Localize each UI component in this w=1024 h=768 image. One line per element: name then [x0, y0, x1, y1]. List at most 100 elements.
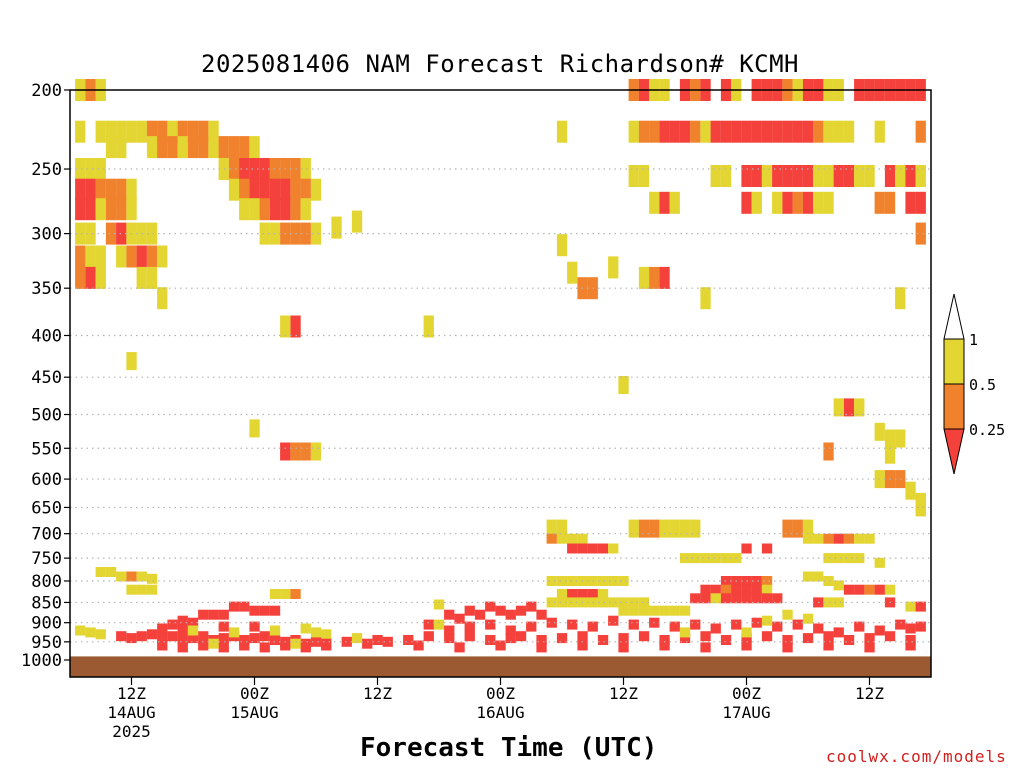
- heatmap-cell: [136, 266, 147, 289]
- heatmap-cell: [567, 619, 578, 630]
- heatmap-cell: [136, 120, 147, 143]
- heatmap-cell: [75, 158, 86, 180]
- colorbar-segment: [943, 383, 965, 430]
- heatmap-cell: [874, 557, 885, 568]
- ground-surface: [70, 656, 931, 677]
- heatmap-cell: [843, 553, 855, 564]
- heatmap-cell: [444, 625, 455, 636]
- heatmap-cell: [444, 609, 455, 620]
- heatmap-cell: [874, 625, 885, 636]
- y-tick-label: 400: [31, 326, 62, 346]
- heatmap-cell: [669, 605, 680, 616]
- heatmap-cell: [198, 609, 209, 620]
- heatmap-cell: [905, 640, 916, 651]
- heatmap-cell: [628, 120, 639, 143]
- heatmap-cell: [802, 613, 814, 624]
- heatmap-cell: [208, 120, 219, 143]
- heatmap-cell: [813, 191, 824, 214]
- heatmap-cell: [556, 576, 568, 586]
- heatmap-cell: [372, 635, 383, 645]
- heatmap-cell: [638, 120, 650, 143]
- heatmap-cell: [741, 165, 752, 187]
- heatmap-cell: [249, 621, 260, 632]
- heatmap-cells: [75, 79, 926, 653]
- heatmap-cell: [116, 571, 127, 582]
- heatmap-cell: [915, 191, 926, 214]
- heatmap-cell: [823, 120, 834, 143]
- heatmap-cell: [772, 191, 783, 214]
- heatmap-cell: [649, 605, 660, 616]
- heatmap-cell: [351, 210, 363, 233]
- heatmap-cell: [741, 633, 752, 644]
- heatmap-cell: [259, 605, 270, 616]
- heatmap-cell: [720, 165, 732, 187]
- heatmap-cell: [157, 120, 168, 143]
- heatmap-cell: [157, 633, 168, 644]
- heatmap-cell: [556, 519, 568, 538]
- heatmap-cell: [249, 136, 260, 159]
- colorbar-segment: [943, 338, 965, 385]
- heatmap-cell: [536, 609, 547, 620]
- heatmap-cell: [269, 625, 281, 636]
- heatmap-cell: [75, 178, 86, 201]
- heatmap-cell: [177, 136, 188, 159]
- heatmap-cell: [310, 627, 322, 638]
- heatmap-cell: [833, 398, 844, 417]
- heatmap-cell: [403, 635, 414, 645]
- heatmap-cell: [85, 198, 96, 221]
- heatmap-cell: [843, 398, 855, 417]
- heatmap-cell: [833, 120, 844, 143]
- heatmap-cell: [700, 553, 711, 564]
- heatmap-cell: [546, 519, 557, 538]
- heatmap-cell: [423, 315, 434, 338]
- heatmap-cell: [874, 422, 885, 441]
- heatmap-cell: [823, 553, 834, 564]
- heatmap-cell: [464, 631, 475, 642]
- heatmap-cell: [679, 633, 691, 644]
- heatmap-cell: [290, 638, 301, 649]
- heatmap-cell: [556, 533, 568, 544]
- heatmap-cell: [290, 589, 301, 599]
- heatmap-cell: [700, 120, 711, 143]
- heatmap-cell: [464, 621, 475, 632]
- heatmap-cell: [854, 621, 865, 632]
- x-tick-label: 00Z: [486, 684, 515, 703]
- heatmap-cell: [638, 266, 650, 289]
- x-tick-label: 14AUG: [107, 703, 155, 722]
- heatmap-cell: [259, 631, 270, 642]
- y-tick-label: 300: [31, 225, 62, 245]
- heatmap-cell: [802, 191, 814, 214]
- heatmap-cell: [495, 640, 506, 651]
- heatmap-cell: [362, 638, 373, 649]
- heatmap-cell: [146, 266, 158, 289]
- y-tick-label: 250: [31, 160, 62, 180]
- colorbar: 1 0.5 0.25: [943, 293, 1005, 475]
- heatmap-cell: [679, 519, 691, 538]
- heatmap-cell: [782, 519, 793, 538]
- heatmap-cell: [310, 178, 322, 201]
- heatmap-cell: [177, 642, 188, 653]
- heatmap-cell: [331, 216, 342, 239]
- heatmap-cell: [546, 617, 557, 628]
- heatmap-cell: [751, 165, 762, 187]
- heatmap-cell: [95, 567, 106, 577]
- y-tick-label: 1000: [21, 651, 62, 671]
- heatmap-cell: [700, 287, 711, 310]
- colorbar-label: 0.5: [969, 376, 996, 394]
- heatmap-cell: [187, 617, 199, 628]
- plot-frame: [69, 89, 932, 678]
- heatmap-cell: [423, 631, 434, 642]
- heatmap-cell: [772, 165, 783, 187]
- heatmap-cell: [700, 642, 711, 653]
- heatmap-cell: [720, 120, 732, 143]
- y-tick-label: 700: [31, 525, 62, 545]
- heatmap-cell: [710, 120, 721, 143]
- heatmap-cell: [95, 198, 106, 221]
- heatmap-cell: [290, 315, 301, 338]
- heatmap-cell: [239, 635, 250, 645]
- heatmap-cell: [382, 636, 393, 647]
- heatmap-cell: [515, 605, 527, 616]
- y-tick-label: 350: [31, 279, 62, 299]
- heatmap-cell: [833, 553, 844, 564]
